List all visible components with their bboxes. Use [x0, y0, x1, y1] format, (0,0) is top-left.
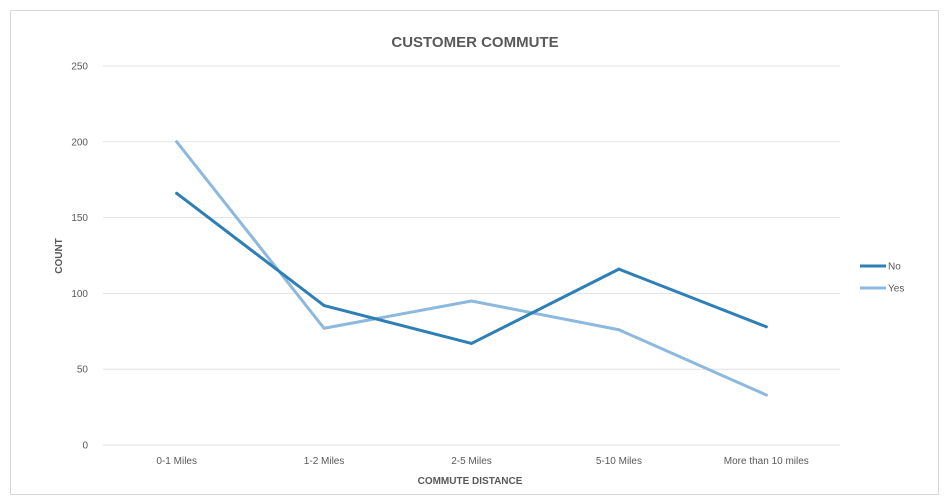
- x-axis-title: COMMUTE DISTANCE: [418, 476, 523, 487]
- y-tick-label: 0: [82, 441, 88, 452]
- y-tick-labels: 0 50 100 150 200 250: [71, 62, 88, 452]
- y-axis-title: COUNT: [54, 238, 65, 274]
- data-point-no: [470, 341, 473, 345]
- data-point-no: [617, 267, 621, 271]
- x-tick-label: 2-5 Miles: [451, 456, 492, 467]
- x-tick-label: 5-10 Miles: [596, 456, 642, 467]
- data-point-yes: [175, 140, 179, 144]
- y-tick-label: 100: [71, 289, 88, 300]
- x-tick-label: 0-1 Miles: [156, 456, 197, 467]
- chart-frame: [10, 10, 939, 495]
- legend-label-yes: Yes: [888, 284, 904, 295]
- x-tick-labels: 0-1 Miles 1-2 Miles 2-5 Miles 5-10 Miles Mor…: [156, 456, 808, 467]
- x-tick-label: More than 10 miles: [724, 456, 809, 467]
- data-point-no: [322, 304, 326, 308]
- y-tick-label: 250: [71, 62, 88, 73]
- x-tick-label: 1-2 Miles: [304, 456, 345, 467]
- series-line-yes: [175, 140, 768, 397]
- data-point-yes: [470, 299, 473, 303]
- series-lines: [175, 140, 768, 397]
- y-tick-label: 50: [77, 365, 89, 376]
- legend: No Yes: [860, 262, 904, 295]
- y-tick-label: 200: [71, 137, 88, 148]
- data-point-no: [764, 325, 768, 329]
- data-point-yes: [617, 328, 621, 332]
- chart-title: CUSTOMER COMMUTE: [391, 34, 558, 51]
- data-point-no: [175, 191, 179, 195]
- series-line-no: [175, 191, 768, 345]
- y-tick-label: 150: [71, 213, 88, 224]
- data-point-yes: [322, 326, 326, 330]
- legend-label-no: No: [888, 262, 901, 273]
- gridlines: [103, 65, 840, 446]
- data-point-yes: [764, 393, 768, 397]
